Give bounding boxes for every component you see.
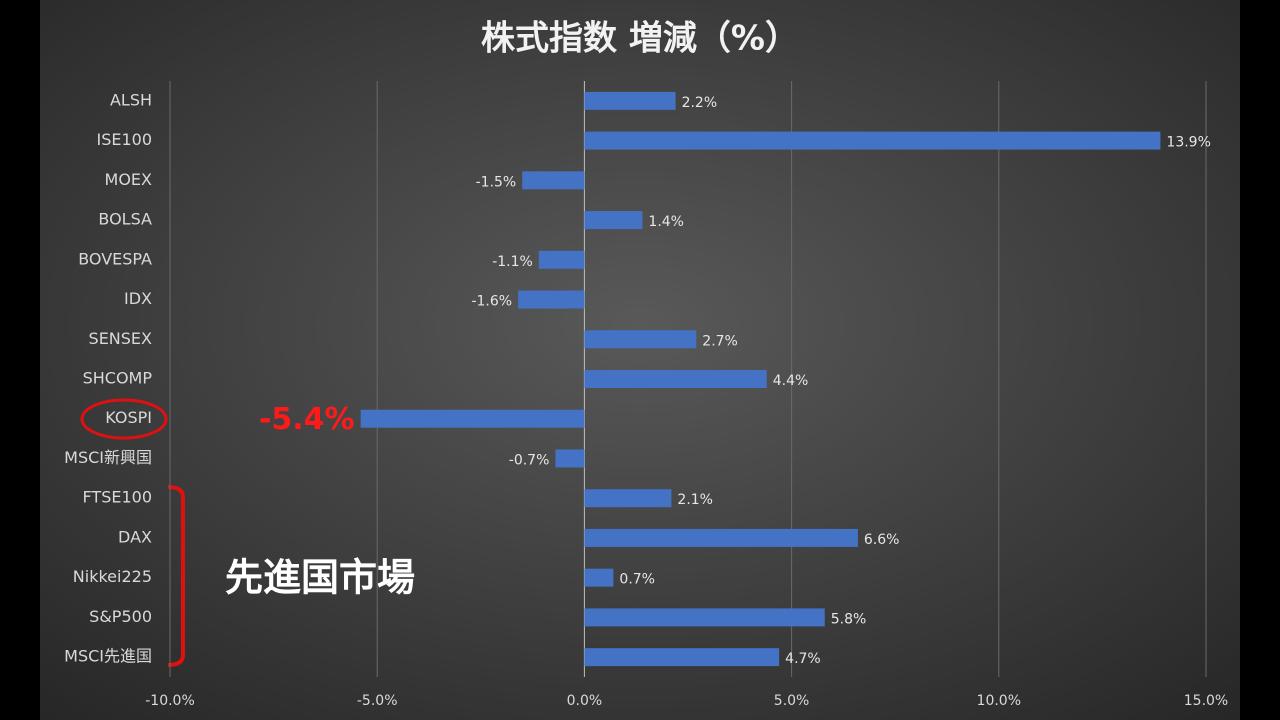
x-tick-label: 15.0% — [1184, 693, 1228, 709]
bar — [584, 489, 672, 508]
y-tick-label: MOEX — [105, 170, 153, 189]
bar — [538, 250, 585, 269]
bar — [518, 290, 585, 309]
bar — [522, 171, 585, 190]
annotation: 先進国市場 — [225, 556, 415, 600]
bar — [584, 568, 614, 587]
value-label: 2.1% — [677, 492, 713, 508]
value-label: 2.7% — [702, 333, 738, 349]
bar — [584, 91, 676, 110]
value-label: -0.7% — [509, 452, 550, 468]
value-label: 1.4% — [648, 214, 684, 230]
bar — [584, 608, 825, 627]
value-label: 0.7% — [619, 572, 655, 588]
x-tick-label: 10.0% — [977, 693, 1021, 709]
bar — [584, 131, 1161, 150]
x-tick-label: -10.0% — [145, 693, 195, 709]
y-tick-label: FTSE100 — [83, 488, 153, 507]
y-tick-label: ISE100 — [96, 130, 152, 149]
value-label: 4.4% — [773, 373, 809, 389]
value-label: -1.1% — [492, 254, 533, 270]
bar — [584, 528, 858, 547]
bar — [584, 330, 697, 349]
value-label: -1.5% — [476, 174, 517, 190]
bar — [555, 449, 585, 468]
value-label: 5.8% — [831, 611, 867, 627]
chart-background — [40, 0, 1240, 720]
value-label: 4.7% — [785, 651, 821, 667]
value-label: -5.4% — [259, 402, 355, 437]
value-label: 13.9% — [1166, 135, 1210, 151]
y-tick-label: IDX — [124, 289, 152, 308]
x-tick-label: 5.0% — [774, 693, 810, 709]
bar — [584, 370, 767, 388]
value-label: -1.6% — [471, 294, 512, 310]
y-tick-label: MSCI先進国 — [64, 647, 152, 666]
value-label: 6.6% — [864, 532, 900, 548]
y-tick-label: DAX — [118, 527, 152, 546]
bar — [584, 211, 643, 230]
y-tick-label: SHCOMP — [83, 369, 153, 388]
x-tick-label: -5.0% — [357, 693, 398, 709]
bar — [584, 648, 780, 667]
y-tick-label: Nikkei225 — [73, 567, 152, 586]
y-tick-label: ALSH — [110, 90, 152, 109]
y-tick-label: BOVESPA — [78, 249, 152, 268]
y-tick-label: KOSPI — [105, 408, 152, 427]
y-tick-label: MSCI新興国 — [64, 448, 152, 467]
chart-title: 株式指数 増減（%） — [481, 19, 799, 59]
bar — [360, 409, 585, 428]
highlight-circle — [80, 398, 168, 440]
bracket — [167, 485, 185, 667]
y-tick-label: SENSEX — [89, 329, 153, 348]
x-tick-label: 0.0% — [567, 693, 603, 709]
value-label: 2.2% — [682, 95, 718, 111]
y-tick-label: S&P500 — [89, 607, 152, 626]
y-tick-label: BOLSA — [98, 210, 152, 229]
